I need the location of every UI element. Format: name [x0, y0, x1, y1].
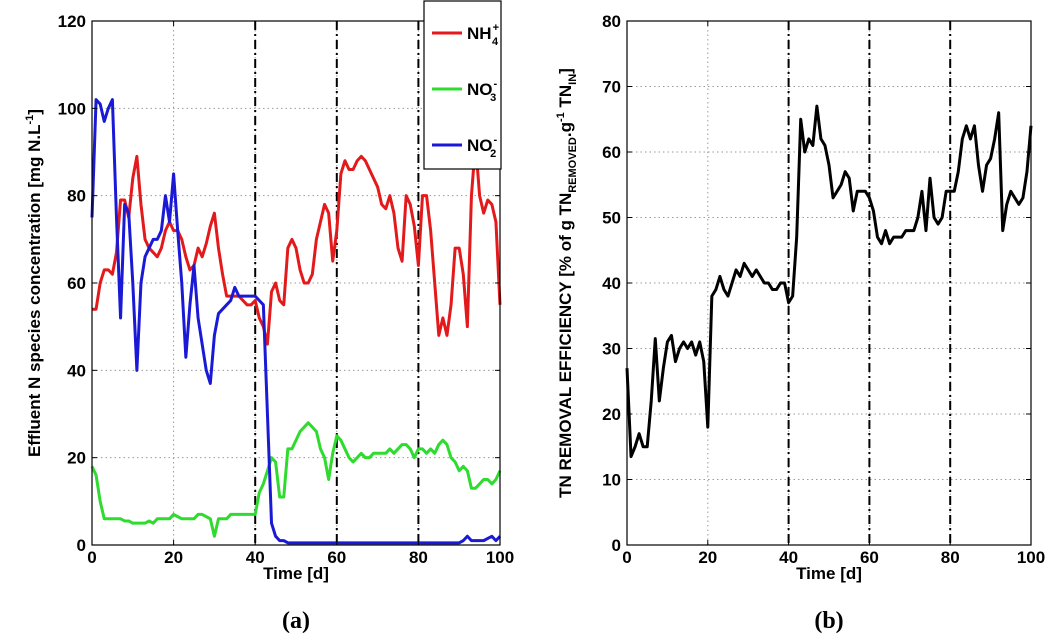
x-tick-label: 40	[779, 548, 798, 567]
y-tick-label: 70	[602, 78, 621, 97]
y-tick-label: 40	[602, 274, 621, 293]
x-tick-label: 20	[164, 548, 183, 567]
y-tick-label: 20	[67, 449, 86, 468]
chart-panel-b: 0 20 40 60 80 100 0 10 20 30 40 50 60 70 80 Time [d] (b)…	[555, 12, 1045, 634]
x-tick-label: 0	[87, 548, 96, 567]
y-tick-label: 10	[602, 471, 621, 490]
y-axis-label: TN REMOVAL EFFICIENCY [% of g TNREMOVED.…	[555, 68, 579, 498]
panel-label: (b)	[814, 608, 843, 634]
y-tick-label: 0	[612, 536, 621, 555]
series-line-nh4	[92, 141, 502, 346]
series-line-no2	[90, 98, 502, 545]
chart-panel-a: 0 20 40 60 80 100 0 20 40 60 80 100 120 Time [d] (a) Ef…	[24, 0, 514, 634]
x-tick-label: 100	[1017, 548, 1045, 567]
x-axis-label: Time [d]	[796, 564, 862, 583]
legend-label: NO-3	[467, 78, 498, 104]
y-tick-label: 100	[58, 99, 86, 118]
y-tick-label: 20	[602, 405, 621, 424]
y-axis-label: Effluent N species concentration [mg N.L…	[24, 109, 44, 457]
plot-area	[627, 21, 1031, 545]
x-tick-label: 80	[941, 548, 960, 567]
y-tick-label: 60	[67, 274, 86, 293]
x-tick-label: 60	[327, 548, 346, 567]
x-tick-label: 80	[409, 548, 428, 567]
x-tick-label: 20	[698, 548, 717, 567]
y-tick-label: 30	[602, 340, 621, 359]
x-axis-label: Time [d]	[263, 564, 329, 583]
y-tick-label: 60	[602, 143, 621, 162]
y-tick-label: 0	[77, 536, 86, 555]
y-tick-label: 50	[602, 209, 621, 228]
y-tick-label: 40	[67, 361, 86, 380]
y-tick-label: 120	[58, 12, 86, 31]
y-tick-label: 80	[602, 12, 621, 31]
legend-label: NO-2	[467, 134, 498, 160]
legend-label: NH+ 4	[467, 22, 499, 48]
legend-box	[423, 0, 502, 170]
x-tick-label: 100	[486, 548, 514, 567]
series-line-no3	[90, 421, 502, 538]
panel-label: (a)	[282, 608, 310, 634]
series-line-tn-removal	[625, 104, 1033, 459]
x-tick-label: 60	[860, 548, 879, 567]
x-tick-label: 40	[246, 548, 265, 567]
x-tick-label: 0	[622, 548, 631, 567]
y-tick-label: 80	[67, 187, 86, 206]
